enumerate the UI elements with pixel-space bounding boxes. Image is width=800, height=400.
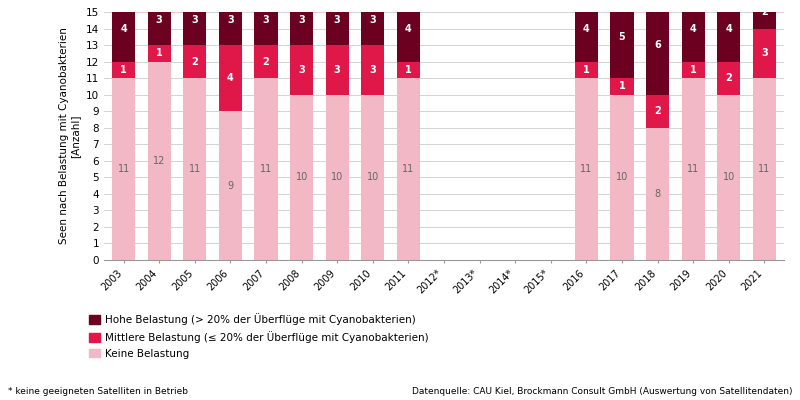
- Bar: [148, 45, 170, 62]
- Text: 11: 11: [189, 164, 201, 174]
- Bar: [326, 95, 349, 260]
- Text: 3: 3: [334, 15, 341, 25]
- Bar: [718, 0, 740, 62]
- Text: 3: 3: [334, 65, 341, 75]
- Text: 1: 1: [120, 65, 127, 75]
- Bar: [575, 62, 598, 78]
- Text: 1: 1: [405, 65, 412, 75]
- Bar: [718, 95, 740, 260]
- Text: 1: 1: [583, 65, 590, 75]
- Bar: [397, 62, 420, 78]
- Bar: [148, 0, 170, 45]
- Bar: [254, 78, 278, 260]
- Text: 6: 6: [654, 40, 661, 50]
- Text: 8: 8: [654, 189, 661, 199]
- Bar: [326, 45, 349, 95]
- Text: 2: 2: [654, 106, 661, 116]
- Text: 11: 11: [687, 164, 699, 174]
- Bar: [290, 0, 313, 45]
- Bar: [219, 111, 242, 260]
- Bar: [397, 0, 420, 62]
- Text: 2: 2: [726, 73, 732, 83]
- Text: 10: 10: [722, 172, 735, 182]
- Bar: [575, 78, 598, 260]
- Bar: [718, 62, 740, 95]
- Bar: [148, 62, 170, 260]
- Bar: [682, 62, 705, 78]
- Text: 11: 11: [580, 164, 593, 174]
- Text: 3: 3: [761, 48, 768, 58]
- Legend: Hohe Belastung (> 20% der Überflüge mit Cyanobakterien), Mittlere Belastung (≤ 2: Hohe Belastung (> 20% der Überflüge mit …: [86, 309, 433, 363]
- Text: 10: 10: [295, 172, 308, 182]
- Text: 4: 4: [227, 73, 234, 83]
- Text: 10: 10: [616, 172, 628, 182]
- Text: 3: 3: [298, 15, 305, 25]
- Text: 5: 5: [618, 32, 626, 42]
- Text: 9: 9: [227, 181, 234, 191]
- Bar: [290, 45, 313, 95]
- Text: 11: 11: [402, 164, 414, 174]
- Bar: [112, 78, 135, 260]
- Text: 3: 3: [227, 15, 234, 25]
- Bar: [397, 78, 420, 260]
- Bar: [183, 78, 206, 260]
- Text: 3: 3: [370, 15, 376, 25]
- Bar: [219, 0, 242, 45]
- Bar: [610, 78, 634, 95]
- Text: 1: 1: [618, 82, 626, 92]
- Text: 3: 3: [262, 15, 270, 25]
- Text: 3: 3: [191, 15, 198, 25]
- Bar: [183, 0, 206, 45]
- Bar: [753, 0, 776, 28]
- Text: 11: 11: [260, 164, 272, 174]
- Text: 11: 11: [118, 164, 130, 174]
- Bar: [646, 128, 669, 260]
- Bar: [646, 0, 669, 95]
- Text: 2: 2: [761, 7, 768, 17]
- Bar: [753, 28, 776, 78]
- Bar: [682, 0, 705, 62]
- Y-axis label: Seen nach Belastung mit Cyanobakterien
[Anzahl]: Seen nach Belastung mit Cyanobakterien […: [58, 28, 80, 244]
- Bar: [326, 0, 349, 45]
- Bar: [753, 78, 776, 260]
- Bar: [610, 0, 634, 78]
- Bar: [254, 45, 278, 78]
- Text: 4: 4: [120, 24, 127, 34]
- Text: 4: 4: [690, 24, 697, 34]
- Text: 10: 10: [366, 172, 379, 182]
- Text: 4: 4: [405, 24, 412, 34]
- Bar: [112, 62, 135, 78]
- Bar: [112, 0, 135, 62]
- Text: 1: 1: [156, 48, 162, 58]
- Bar: [219, 45, 242, 111]
- Text: 2: 2: [191, 57, 198, 67]
- Text: 1: 1: [690, 65, 697, 75]
- Bar: [646, 95, 669, 128]
- Bar: [575, 0, 598, 62]
- Text: 2: 2: [262, 57, 270, 67]
- Bar: [362, 95, 384, 260]
- Text: 11: 11: [758, 164, 770, 174]
- Bar: [290, 95, 313, 260]
- Text: 12: 12: [153, 156, 166, 166]
- Text: 3: 3: [298, 65, 305, 75]
- Text: 4: 4: [583, 24, 590, 34]
- Text: 10: 10: [331, 172, 343, 182]
- Text: Datenquelle: CAU Kiel, Brockmann Consult GmbH (Auswertung von Satellitendaten): Datenquelle: CAU Kiel, Brockmann Consult…: [411, 387, 792, 396]
- Bar: [183, 45, 206, 78]
- Bar: [362, 0, 384, 45]
- Text: 4: 4: [726, 24, 732, 34]
- Text: 3: 3: [156, 15, 162, 25]
- Bar: [254, 0, 278, 45]
- Text: 3: 3: [370, 65, 376, 75]
- Bar: [610, 95, 634, 260]
- Bar: [682, 78, 705, 260]
- Bar: [362, 45, 384, 95]
- Text: * keine geeigneten Satelliten in Betrieb: * keine geeigneten Satelliten in Betrieb: [8, 387, 188, 396]
